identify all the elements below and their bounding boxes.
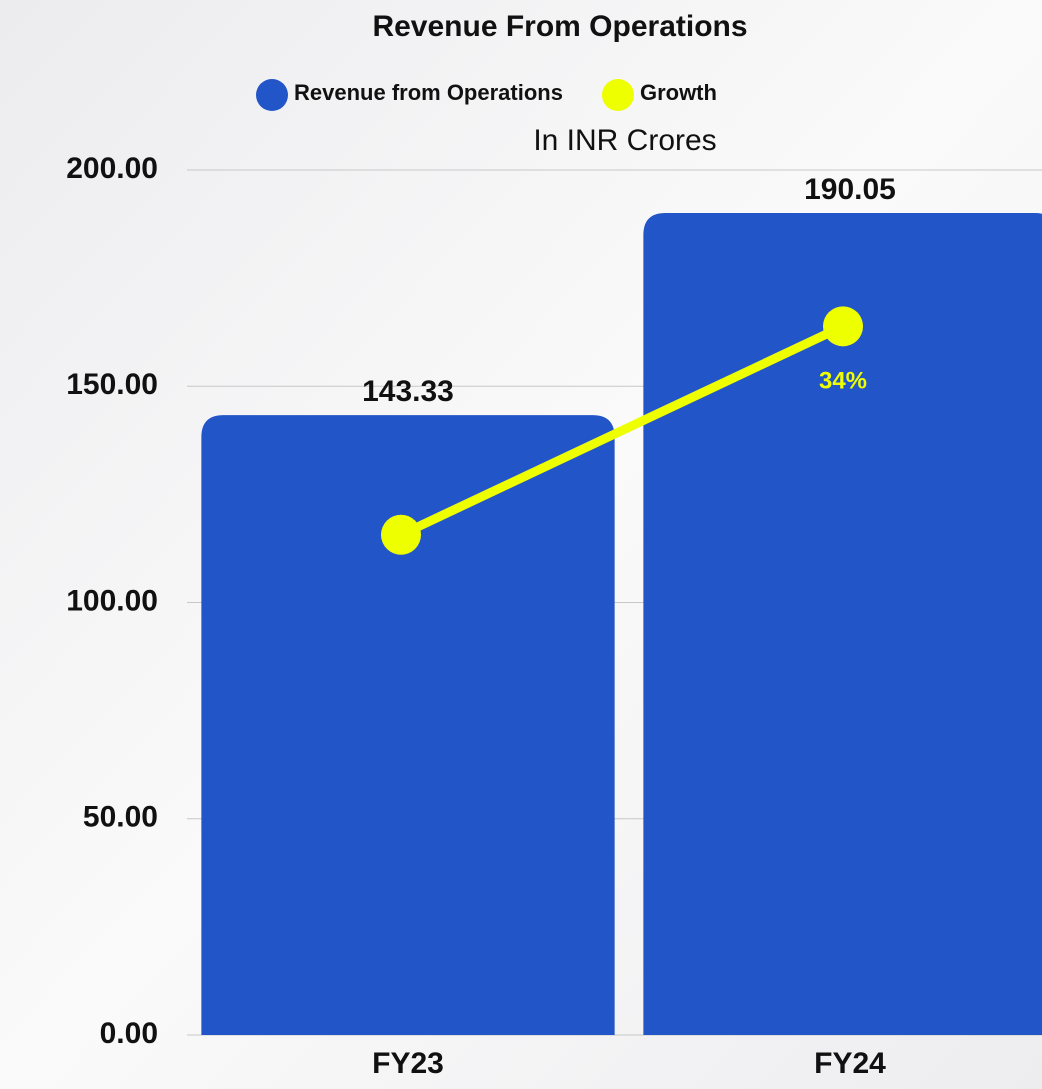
data-label: 143.33 <box>362 375 454 408</box>
growth-line <box>399 322 845 539</box>
data-label: 190.05 <box>804 173 896 206</box>
x-tick-label: FY23 <box>372 1047 444 1080</box>
legend-label: Growth <box>640 80 717 105</box>
growth-label: 34% <box>819 368 867 395</box>
growth-point <box>823 306 863 347</box>
legend-label: Revenue from Operations <box>294 80 563 105</box>
y-tick-label: 150.00 <box>66 368 158 401</box>
y-tick-label: 100.00 <box>66 584 158 617</box>
bar <box>201 415 615 1035</box>
y-tick-label: 50.00 <box>83 801 158 834</box>
y-tick-label: 0.00 <box>100 1017 158 1050</box>
legend-marker <box>601 79 634 111</box>
x-tick-label: FY24 <box>814 1047 886 1080</box>
growth-point <box>381 514 421 555</box>
y-tick-label: 200.00 <box>66 152 158 185</box>
chart-title: Revenue From Operations <box>372 10 747 43</box>
legend-marker <box>256 79 288 111</box>
bar <box>643 213 1042 1035</box>
chart-subtitle: In INR Crores <box>533 124 716 157</box>
